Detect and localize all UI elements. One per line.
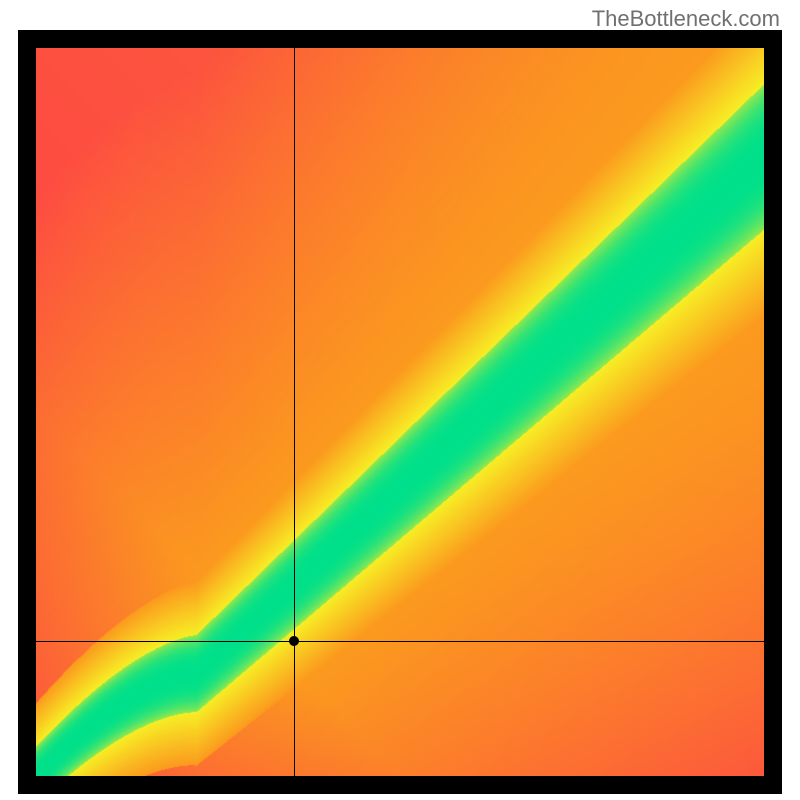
crosshair-horizontal bbox=[36, 641, 764, 642]
heatmap-frame bbox=[18, 30, 782, 794]
heatmap-canvas bbox=[36, 48, 764, 776]
crosshair-vertical bbox=[294, 48, 295, 776]
watermark-text: TheBottleneck.com bbox=[592, 6, 780, 32]
